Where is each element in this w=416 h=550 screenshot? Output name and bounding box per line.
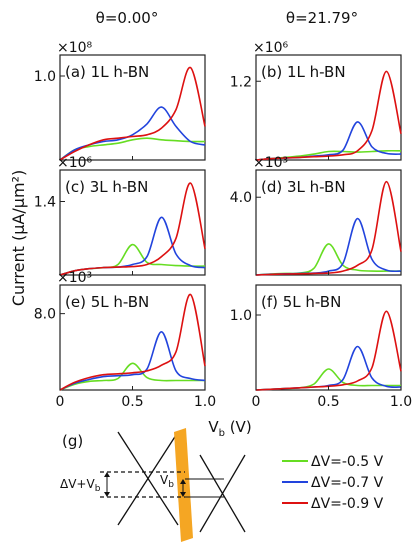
- annotation-mid: Vb: [160, 473, 174, 490]
- series-line-2: [59, 182, 206, 276]
- series-line-2: [59, 66, 206, 161]
- multiplier-label: ×10⁸: [57, 40, 93, 56]
- column-title-right: θ=21.79°: [286, 9, 358, 27]
- panel-label: (c) 3L h-BN: [65, 178, 148, 196]
- series-line-2: [255, 70, 402, 161]
- band-diagram: (g) ΔV+Vb Vb: [60, 428, 246, 542]
- legend-label-2: ΔV=-0.9 V: [311, 496, 384, 512]
- arrow-head: [180, 479, 186, 484]
- x-tick-label: 0: [252, 394, 261, 410]
- series-line-0: [59, 362, 205, 391]
- multiplier-label: ×10³: [253, 155, 288, 171]
- panel-4: 8.0 ×10³ (e) 5L h-BN: [34, 270, 206, 391]
- x-tick-label: 1.0: [194, 394, 216, 410]
- arrow-head: [104, 492, 110, 497]
- panel-1: 1.2 ×10⁶ (b) 1L h-BN: [230, 40, 402, 161]
- y-axis-label: Current (μA/μm²): [9, 170, 28, 306]
- y-tick-label: 1.0: [34, 69, 56, 85]
- multiplier-label: ×10⁶: [253, 40, 289, 56]
- series-line-2: [255, 310, 402, 391]
- x-tick-label: 0: [56, 394, 65, 410]
- diagram-label: (g): [62, 432, 83, 450]
- series-line-1: [59, 330, 206, 391]
- panel-label: (b) 1L h-BN: [261, 63, 346, 81]
- legend-label-0: ΔV=-0.5 V: [311, 454, 384, 470]
- x-axis-group: 0 0.5 1.0 0 0.5 1.0: [56, 394, 413, 410]
- x-tick-label: 1.0: [390, 394, 412, 410]
- left-cone-line: [117, 431, 179, 526]
- legend-label-1: ΔV=-0.7 V: [311, 475, 384, 491]
- panel-label: (d) 3L h-BN: [261, 178, 346, 196]
- panels-group: 1.0×10⁸(a) 1L h-BN1.2×10⁶(b) 1L h-BN1.4×…: [34, 40, 402, 391]
- panel-2: 1.4 ×10⁶ (c) 3L h-BN: [34, 155, 206, 276]
- panel-0: 1.0×10⁸ (a) 1L h-BN: [34, 40, 206, 161]
- panel-label: (f) 5L h-BN: [261, 293, 341, 311]
- y-tick-label: 1.0: [230, 308, 252, 324]
- arrow-head: [104, 472, 110, 477]
- panel-3: 4.0 ×10³ (d) 3L h-BN: [230, 155, 402, 276]
- x-tick-label: 0.5: [317, 394, 339, 410]
- right-cone-line: [199, 454, 246, 533]
- series-line-1: [59, 106, 206, 161]
- annotation-left-sub: b: [95, 484, 101, 494]
- series-line-1: [255, 217, 402, 276]
- x-tick-label: 0.5: [121, 394, 143, 410]
- annotation-mid-sub: b: [168, 480, 174, 490]
- multiplier-label: ×10³: [57, 270, 92, 286]
- panel-5: 1.0 (f) 5L h-BN: [230, 284, 402, 391]
- panel-label: (a) 1L h-BN: [65, 63, 149, 81]
- multiplier-label: ×10⁶: [57, 155, 93, 171]
- annotation-left: ΔV+Vb: [60, 477, 101, 494]
- arrow-head: [180, 492, 186, 497]
- column-title-left: θ=0.00°: [96, 9, 159, 27]
- legend: ΔV=-0.5 V ΔV=-0.7 V ΔV=-0.9 V: [282, 454, 384, 512]
- panel-label: (e) 5L h-BN: [65, 293, 149, 311]
- y-tick-label: 8.0: [34, 307, 56, 323]
- y-tick-label: 1.2: [230, 74, 252, 90]
- y-tick-label: 1.4: [34, 195, 56, 211]
- series-line-2: [59, 293, 206, 391]
- y-tick-label: 4.0: [230, 190, 252, 206]
- x-axis-label: Vb (V): [208, 418, 251, 439]
